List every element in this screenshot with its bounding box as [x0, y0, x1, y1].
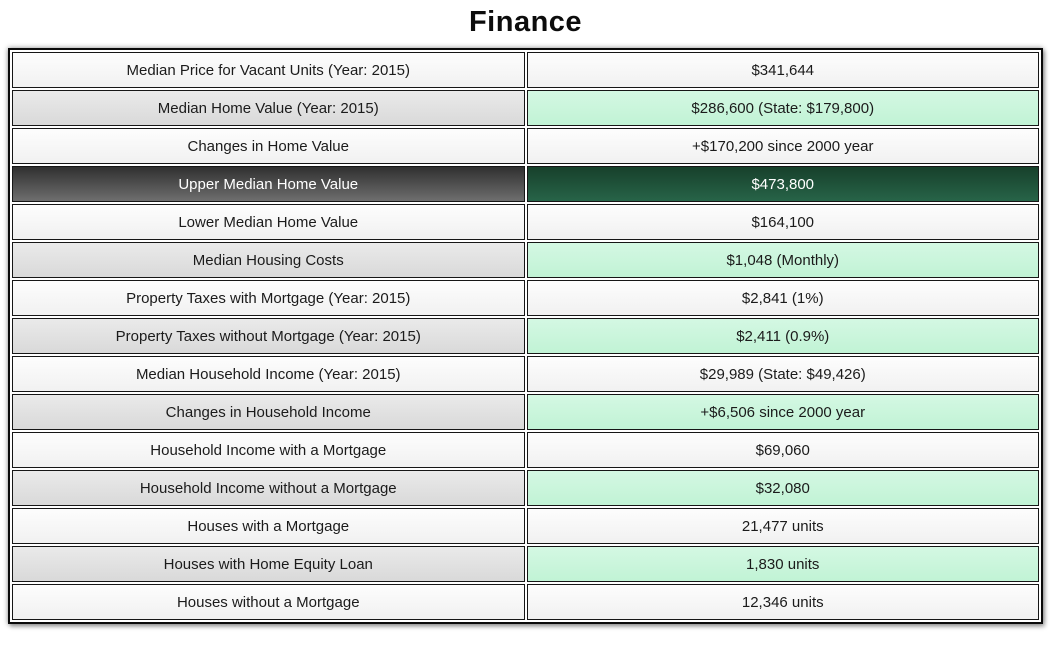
- row-value: $32,080: [755, 479, 810, 497]
- row-label: Household Income with a Mortgage: [150, 441, 387, 459]
- row-label-cell[interactable]: Houses with a Mortgage: [12, 508, 525, 544]
- table-row[interactable]: Houses with Home Equity Loan 1,830 units: [12, 546, 1039, 582]
- row-label-cell[interactable]: Median Housing Costs: [12, 242, 525, 278]
- finance-table-body: Median Price for Vacant Units (Year: 201…: [12, 52, 1039, 620]
- row-value-cell[interactable]: $32,080: [526, 470, 1039, 506]
- row-value: +$6,506 since 2000 year: [700, 403, 866, 421]
- row-value: +$170,200 since 2000 year: [692, 137, 874, 155]
- row-value-cell[interactable]: $69,060: [526, 432, 1039, 468]
- row-value-cell[interactable]: $2,411 (0.9%): [526, 318, 1039, 354]
- finance-table-container: Median Price for Vacant Units (Year: 201…: [8, 48, 1043, 624]
- row-value: $69,060: [755, 441, 810, 459]
- row-value: $473,800: [751, 175, 815, 193]
- table-row[interactable]: Median Price for Vacant Units (Year: 201…: [12, 52, 1039, 88]
- row-value-cell[interactable]: +$6,506 since 2000 year: [526, 394, 1039, 430]
- row-value: 12,346 units: [741, 593, 824, 611]
- row-label-cell[interactable]: Median Price for Vacant Units (Year: 201…: [12, 52, 525, 88]
- row-label-cell[interactable]: Changes in Home Value: [12, 128, 525, 164]
- row-value: $164,100: [751, 213, 815, 231]
- table-row[interactable]: Upper Median Home Value $473,800: [12, 166, 1039, 202]
- row-label: Houses with a Mortgage: [187, 517, 350, 535]
- table-row[interactable]: Houses with a Mortgage 21,477 units: [12, 508, 1039, 544]
- row-label-cell[interactable]: Median Household Income (Year: 2015): [12, 356, 525, 392]
- row-label: Household Income without a Mortgage: [139, 479, 397, 497]
- row-label: Upper Median Home Value: [178, 175, 359, 193]
- row-value: $2,411 (0.9%): [736, 327, 830, 345]
- table-row[interactable]: Household Income without a Mortgage $32,…: [12, 470, 1039, 506]
- row-value-cell[interactable]: $29,989 (State: $49,426): [526, 356, 1039, 392]
- table-row[interactable]: Changes in Household Income +$6,506 sinc…: [12, 394, 1039, 430]
- row-label: Median Household Income (Year: 2015): [135, 365, 401, 383]
- row-label: Houses without a Mortgage: [176, 593, 360, 611]
- row-label-cell[interactable]: Houses without a Mortgage: [12, 584, 525, 620]
- table-row[interactable]: Property Taxes without Mortgage (Year: 2…: [12, 318, 1039, 354]
- row-value-cell[interactable]: $286,600 (State: $179,800): [526, 90, 1039, 126]
- row-label: Property Taxes with Mortgage (Year: 2015…: [126, 289, 411, 307]
- row-label-cell[interactable]: Property Taxes with Mortgage (Year: 2015…: [12, 280, 525, 316]
- row-value: $2,841 (1%): [741, 289, 824, 307]
- table-row[interactable]: Median Housing Costs $1,048 (Monthly): [12, 242, 1039, 278]
- row-value: 1,830 units: [746, 555, 820, 573]
- row-label: Median Price for Vacant Units (Year: 201…: [126, 61, 410, 79]
- page-title: Finance: [468, 6, 583, 38]
- row-value: $29,989 (State: $49,426): [699, 365, 866, 383]
- row-label-cell[interactable]: Upper Median Home Value: [12, 166, 525, 202]
- row-label: Median Home Value (Year: 2015): [157, 99, 379, 117]
- row-label: Median Housing Costs: [192, 251, 344, 269]
- row-label-cell[interactable]: Household Income without a Mortgage: [12, 470, 525, 506]
- row-label: Changes in Household Income: [165, 403, 371, 421]
- row-value: 21,477 units: [741, 517, 824, 535]
- row-value-cell[interactable]: +$170,200 since 2000 year: [526, 128, 1039, 164]
- row-value-cell[interactable]: $2,841 (1%): [526, 280, 1039, 316]
- row-label-cell[interactable]: Changes in Household Income: [12, 394, 525, 430]
- row-label-cell[interactable]: Property Taxes without Mortgage (Year: 2…: [12, 318, 525, 354]
- table-row[interactable]: Household Income with a Mortgage $69,060: [12, 432, 1039, 468]
- row-value-cell[interactable]: 21,477 units: [526, 508, 1039, 544]
- row-value-cell[interactable]: $473,800: [526, 166, 1039, 202]
- table-row[interactable]: Median Home Value (Year: 2015) $286,600 …: [12, 90, 1039, 126]
- table-row[interactable]: Median Household Income (Year: 2015) $29…: [12, 356, 1039, 392]
- finance-table: Median Price for Vacant Units (Year: 201…: [10, 50, 1041, 622]
- row-value: $286,600 (State: $179,800): [691, 99, 875, 117]
- row-label: Changes in Home Value: [187, 137, 349, 155]
- table-row[interactable]: Property Taxes with Mortgage (Year: 2015…: [12, 280, 1039, 316]
- row-label: Houses with Home Equity Loan: [163, 555, 373, 573]
- row-label-cell[interactable]: Houses with Home Equity Loan: [12, 546, 525, 582]
- row-value-cell[interactable]: $1,048 (Monthly): [526, 242, 1039, 278]
- row-label-cell[interactable]: Household Income with a Mortgage: [12, 432, 525, 468]
- table-row[interactable]: Lower Median Home Value $164,100: [12, 204, 1039, 240]
- row-label: Lower Median Home Value: [178, 213, 359, 231]
- row-value: $341,644: [751, 61, 815, 79]
- table-row[interactable]: Changes in Home Value +$170,200 since 20…: [12, 128, 1039, 164]
- row-label: Property Taxes without Mortgage (Year: 2…: [115, 327, 421, 345]
- row-value-cell[interactable]: $341,644: [526, 52, 1039, 88]
- row-label-cell[interactable]: Median Home Value (Year: 2015): [12, 90, 525, 126]
- row-value-cell[interactable]: 12,346 units: [526, 584, 1039, 620]
- row-value-cell[interactable]: $164,100: [526, 204, 1039, 240]
- row-value: $1,048 (Monthly): [726, 251, 840, 269]
- row-label-cell[interactable]: Lower Median Home Value: [12, 204, 525, 240]
- row-value-cell[interactable]: 1,830 units: [526, 546, 1039, 582]
- table-row[interactable]: Houses without a Mortgage 12,346 units: [12, 584, 1039, 620]
